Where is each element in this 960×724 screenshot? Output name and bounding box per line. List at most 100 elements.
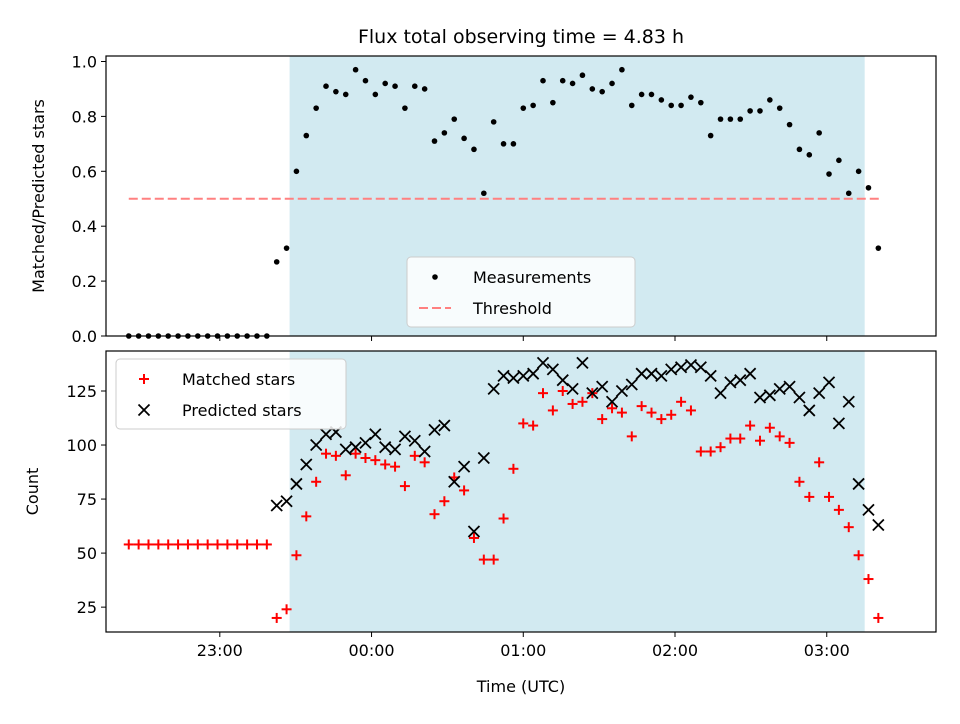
matched-point	[330, 450, 341, 461]
predicted-point-b	[418, 445, 431, 458]
predicted-point-b	[517, 369, 530, 382]
predicted-point-b	[290, 477, 303, 491]
predicted-point-b	[527, 367, 540, 380]
matched-point	[695, 446, 706, 457]
xtick-label: 02:00	[652, 641, 698, 660]
matched-point	[646, 407, 657, 418]
measurement-point	[550, 99, 556, 106]
matched-point	[833, 504, 844, 515]
matched-point	[133, 539, 144, 550]
measurement-point	[510, 141, 517, 147]
measurement-point	[500, 141, 507, 147]
matched-point	[557, 385, 568, 396]
matched-point	[725, 433, 736, 444]
predicted-point-b	[605, 395, 619, 408]
predicted-point-b	[349, 441, 362, 454]
matched-point	[380, 459, 391, 470]
measurement-point	[619, 66, 625, 73]
predicted-point-b	[645, 367, 658, 380]
matched-point	[301, 511, 312, 522]
measurement-point	[648, 91, 655, 98]
predicted-point	[645, 367, 658, 380]
matched-point	[409, 450, 420, 461]
matched-point	[429, 509, 440, 520]
top-ytick-label: 0.8	[72, 107, 97, 126]
measurement-point	[668, 102, 675, 109]
predicted-point	[813, 387, 826, 400]
xtick-label: 00:00	[348, 641, 394, 660]
predicted-point	[842, 395, 855, 408]
measurement-point	[727, 116, 734, 122]
measurement-point	[273, 259, 280, 265]
matched-point	[311, 476, 322, 487]
matched-point	[824, 491, 835, 502]
measurement-point	[767, 97, 773, 103]
measurement-point	[569, 80, 576, 87]
matched-point	[399, 481, 410, 492]
matched-point	[202, 539, 213, 550]
matched-point	[350, 448, 361, 459]
predicted-point-b	[773, 382, 786, 395]
predicted-point	[803, 404, 816, 417]
measurement-point	[826, 171, 832, 177]
predicted-point-b	[872, 518, 885, 532]
measurement-point	[786, 121, 793, 128]
matched-point	[774, 431, 785, 442]
matched-point	[616, 407, 627, 418]
matched-point	[321, 448, 332, 459]
predicted-point	[862, 503, 875, 517]
matched-point	[123, 539, 134, 550]
matched-point	[735, 433, 746, 444]
predicted-point-b	[536, 356, 550, 370]
predicted-point	[388, 443, 402, 456]
predicted-point-b	[704, 369, 717, 382]
top-ytick-label: 0.0	[72, 327, 97, 346]
predicted-point-b	[487, 382, 500, 395]
predicted-point	[546, 363, 560, 376]
matched-point	[459, 485, 470, 496]
predicted-point-b	[743, 367, 757, 380]
matched-point	[281, 604, 292, 615]
top-ylabel: Matched/Predicted stars	[29, 99, 48, 293]
measurement-point	[303, 132, 310, 139]
predicted-point-b	[319, 428, 333, 441]
predicted-point	[743, 367, 757, 380]
matched-point	[745, 420, 756, 431]
measurement-point	[559, 77, 566, 84]
matched-point	[518, 418, 529, 429]
measurement-point	[382, 80, 388, 87]
predicted-point-b	[763, 389, 776, 402]
predicted-point	[665, 363, 678, 376]
measurement-point	[599, 88, 605, 95]
predicted-point	[497, 369, 510, 382]
predicted-point	[793, 391, 806, 404]
matched-point	[547, 405, 558, 416]
matched-point	[607, 403, 618, 414]
matched-point	[567, 398, 578, 409]
predicted-point	[596, 380, 609, 393]
measurement-point	[471, 146, 477, 153]
predicted-point	[635, 367, 648, 380]
predicted-point-b	[674, 361, 688, 374]
predicted-point	[832, 417, 846, 430]
predicted-point-b	[822, 376, 836, 389]
matched-point	[182, 539, 193, 550]
legend-label: Matched stars	[182, 370, 295, 389]
predicted-point	[566, 382, 579, 395]
measurement-point	[411, 83, 418, 89]
bottom-ytick-label: 25	[77, 598, 97, 617]
predicted-point-b	[497, 369, 510, 382]
measurement-point	[698, 99, 704, 106]
predicted-point	[704, 369, 717, 382]
predicted-point-b	[734, 374, 747, 387]
top-axes-frame	[105, 55, 937, 337]
measurement-point	[589, 86, 596, 92]
matched-point	[873, 612, 884, 623]
predicted-point	[872, 518, 885, 532]
bottom-shaded-span	[289, 351, 865, 632]
predicted-point	[714, 387, 727, 400]
top-ytick-label: 0.4	[72, 217, 97, 236]
matched-point	[232, 539, 243, 550]
top-ytick-label: 0.2	[72, 272, 97, 291]
